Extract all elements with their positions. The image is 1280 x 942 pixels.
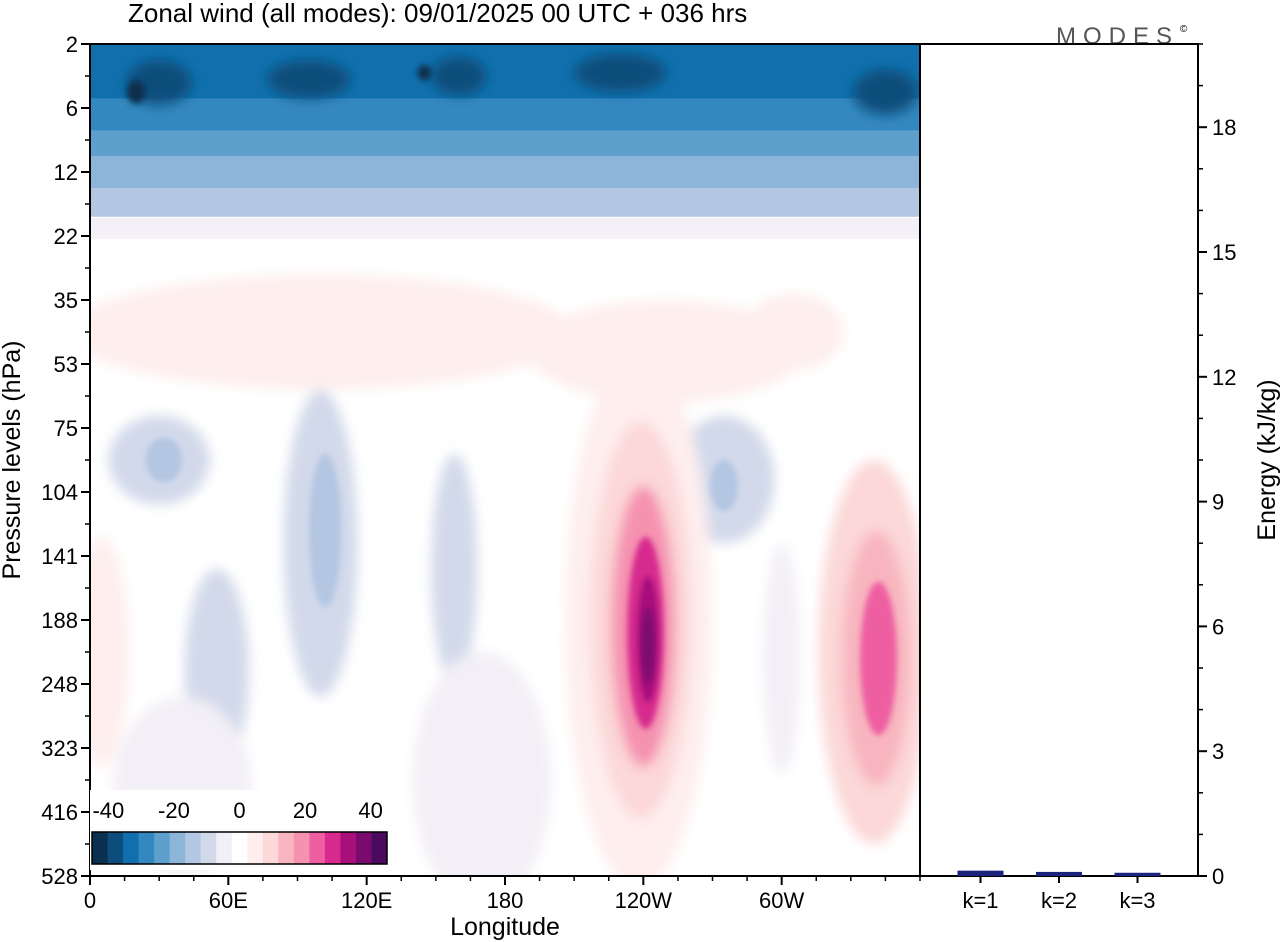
zonal-wind-heatmap bbox=[90, 44, 920, 876]
colorbar-swatch bbox=[107, 832, 124, 864]
colorbar-tick-label: -40 bbox=[92, 798, 124, 823]
colorbar-swatch bbox=[247, 832, 264, 864]
strat-core bbox=[126, 80, 146, 104]
y-tick-label: 53 bbox=[54, 352, 78, 377]
easterly-patch bbox=[309, 453, 342, 608]
energy-tick-label: 3 bbox=[1212, 739, 1224, 764]
colorbar-swatch bbox=[138, 832, 155, 864]
strat-core bbox=[267, 59, 351, 99]
colorbar-swatch bbox=[309, 832, 326, 864]
y-axis-title: Pressure levels (hPa) bbox=[0, 341, 26, 580]
svg-text:©: © bbox=[1180, 24, 1188, 35]
colorbar-swatch bbox=[123, 832, 140, 864]
strat-core bbox=[431, 56, 487, 96]
energy-tick-label: 0 bbox=[1212, 864, 1224, 889]
colorbar-swatch bbox=[355, 832, 372, 864]
energy-axis-title: Energy (kJ/kg) bbox=[1253, 379, 1280, 540]
energy-panel-frame bbox=[919, 43, 1199, 877]
y-tick-label: 188 bbox=[41, 608, 78, 633]
colorbar-swatch bbox=[293, 832, 310, 864]
strat-transition bbox=[90, 218, 920, 240]
colorbar-tick-label: 0 bbox=[233, 798, 245, 823]
x-axis-title: Longitude bbox=[450, 913, 560, 941]
longitude-axis: 0 60E 120E 180 120W 60W bbox=[84, 876, 921, 913]
colorbar-swatch bbox=[216, 832, 233, 864]
y-tick-label: 2 bbox=[66, 32, 78, 57]
energy-tick-label: 18 bbox=[1212, 115, 1236, 140]
energy-bar-label: k=1 bbox=[962, 888, 998, 913]
jet-20w bbox=[860, 581, 897, 736]
y-tick-label: 248 bbox=[41, 672, 78, 697]
easterly-patch bbox=[412, 652, 552, 876]
strat-core bbox=[574, 53, 667, 92]
colorbar-swatch bbox=[262, 832, 279, 864]
colorbar-swatch bbox=[92, 832, 109, 864]
energy-bar bbox=[957, 870, 1004, 876]
colorbar-frame bbox=[91, 831, 388, 865]
colorbar-tick-label: 20 bbox=[293, 798, 317, 823]
chart-title: Zonal wind (all modes): 09/01/2025 00 UT… bbox=[128, 0, 747, 28]
x-tick-label: 120W bbox=[615, 888, 673, 913]
x-tick-label: 180 bbox=[487, 888, 524, 913]
energy-tick-label: 9 bbox=[1212, 490, 1224, 515]
strat-core bbox=[853, 69, 918, 115]
energy-tick-label: 6 bbox=[1212, 614, 1224, 639]
colorbar-swatch bbox=[154, 832, 171, 864]
y-tick-label: 141 bbox=[41, 544, 78, 569]
energy-bar bbox=[1114, 872, 1161, 876]
y-tick-label: 104 bbox=[41, 480, 78, 505]
energy-bar bbox=[1036, 871, 1082, 876]
colorbar-swatch bbox=[169, 832, 186, 864]
colorbar-tick-label: 40 bbox=[358, 798, 382, 823]
colorbar-swatch bbox=[324, 832, 341, 864]
y-tick-label: 22 bbox=[54, 224, 78, 249]
lower-strat-westerly bbox=[90, 274, 575, 390]
modes-logo: MODES © bbox=[1056, 23, 1188, 50]
colorbar-swatch bbox=[371, 832, 388, 864]
colorbar-swatch bbox=[231, 832, 248, 864]
strat-layer bbox=[90, 44, 920, 99]
energy-tick-label: 12 bbox=[1212, 365, 1236, 390]
easterly-patch bbox=[145, 437, 183, 483]
easterly-patch bbox=[431, 453, 478, 684]
colorbar-swatch bbox=[200, 832, 217, 864]
x-tick-label: 0 bbox=[84, 888, 96, 913]
colorbar-tick-label: -20 bbox=[158, 798, 190, 823]
lower-strat-westerly bbox=[528, 300, 805, 403]
y-tick-label: 35 bbox=[54, 288, 78, 313]
strat-core bbox=[417, 65, 432, 81]
x-tick-label: 60E bbox=[209, 888, 248, 913]
easterly-patch bbox=[763, 543, 801, 774]
jet-edge bbox=[90, 536, 130, 768]
energy-bars: k=1 k=2 k=3 bbox=[957, 870, 1161, 913]
colorbar-swatch bbox=[340, 832, 357, 864]
x-tick-label: 60W bbox=[759, 888, 804, 913]
colorbar-swatch bbox=[185, 832, 202, 864]
colorbar-swatch bbox=[278, 832, 295, 864]
svg-text:MODES: MODES bbox=[1056, 23, 1179, 50]
y-tick-label: 75 bbox=[54, 416, 78, 441]
energy-tick-label: 15 bbox=[1212, 240, 1236, 265]
y-tick-label: 6 bbox=[66, 96, 78, 121]
jet-120w bbox=[641, 607, 655, 684]
easterly-patch bbox=[710, 460, 738, 512]
x-tick-label: 120E bbox=[341, 888, 392, 913]
energy-axis: 0 3 6 9 12 15 18 bbox=[1198, 43, 1236, 889]
colorbar: -40 -20 0 20 40 bbox=[90, 790, 390, 870]
y-tick-label: 416 bbox=[41, 800, 78, 825]
y-tick-label: 12 bbox=[54, 160, 78, 185]
pressure-axis: 2 6 12 22 35 53 75 104 141 188 248 323 416 528 bbox=[41, 32, 90, 889]
lower-strat-westerly bbox=[742, 293, 844, 371]
y-tick-label: 323 bbox=[41, 736, 78, 761]
energy-bar-label: k=3 bbox=[1119, 888, 1155, 913]
y-tick-label: 528 bbox=[41, 864, 78, 889]
energy-bar-label: k=2 bbox=[1041, 888, 1077, 913]
